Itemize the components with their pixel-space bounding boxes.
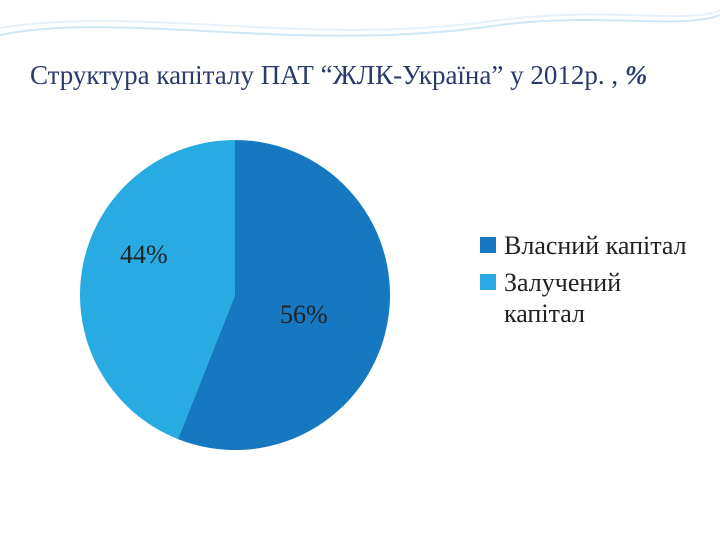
legend: Власний капітал Залучений капітал (480, 230, 700, 336)
chart-title-pct: % (625, 60, 648, 90)
curve-path-1 (0, 15, 720, 36)
legend-item: Власний капітал (480, 230, 700, 261)
pie-label-borrowed: 44% (120, 240, 168, 270)
legend-label: Залучений капітал (504, 267, 700, 329)
pie-svg (70, 130, 400, 460)
legend-swatch (480, 237, 496, 253)
pie-slice-group (80, 140, 390, 450)
pie-chart: 56% 44% (70, 130, 400, 460)
curve-path-2 (0, 10, 720, 30)
chart-title: Структура капіталу ПАТ “ЖЛК-Україна” у 2… (30, 60, 690, 91)
legend-swatch (480, 274, 496, 290)
chart-title-text: Структура капіталу ПАТ “ЖЛК-Україна” у 2… (30, 60, 625, 90)
pie-label-own: 56% (280, 300, 328, 330)
legend-item: Залучений капітал (480, 267, 700, 329)
top-decorative-curve (0, 0, 720, 60)
legend-label: Власний капітал (504, 230, 700, 261)
